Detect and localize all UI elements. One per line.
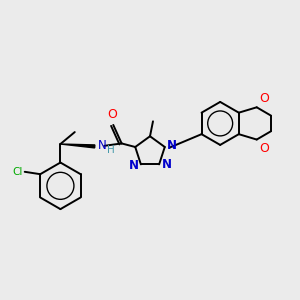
Text: O: O [260,142,270,155]
Text: O: O [260,92,270,105]
Text: N: N [161,158,172,172]
Text: N: N [167,139,177,152]
Polygon shape [60,144,95,148]
Text: Cl: Cl [13,167,23,177]
Text: O: O [107,108,117,121]
Text: H: H [107,145,115,155]
Text: N: N [128,159,139,172]
Text: N: N [98,139,106,152]
